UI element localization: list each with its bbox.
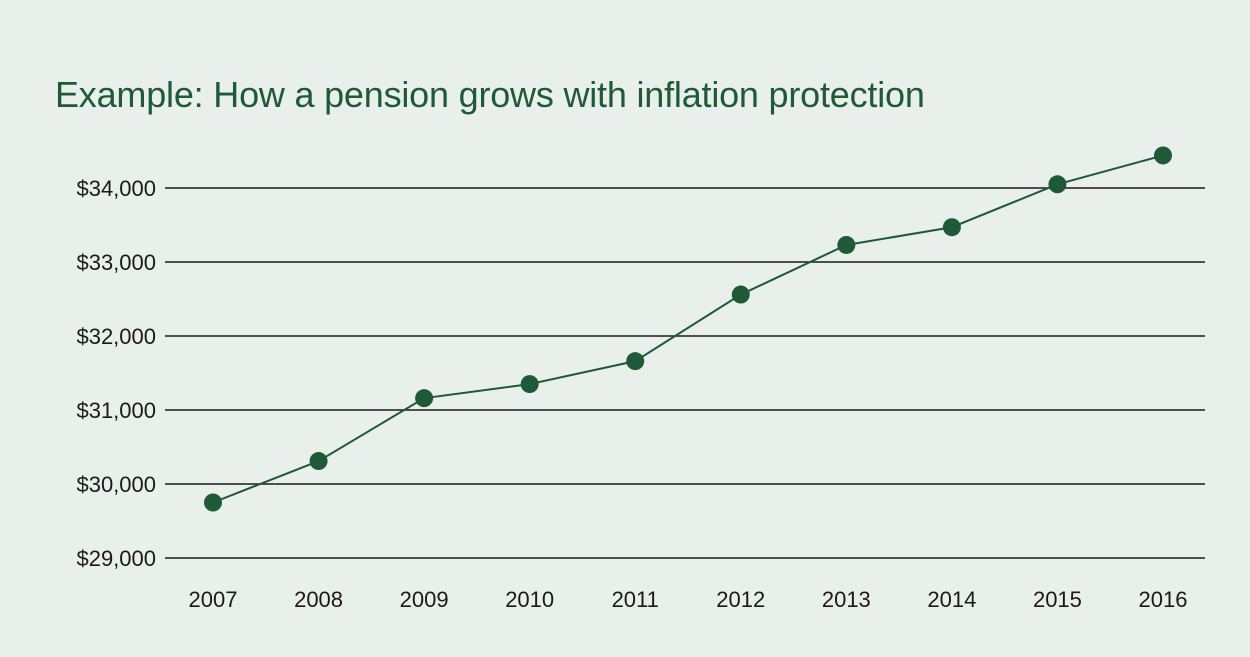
data-point bbox=[626, 352, 645, 371]
y-tick-label: $29,000 bbox=[76, 546, 156, 571]
data-point bbox=[415, 389, 434, 408]
x-tick-label: 2013 bbox=[822, 587, 871, 612]
series-points-group bbox=[204, 146, 1172, 512]
series-line-group bbox=[212, 154, 1164, 504]
x-axis-tick-labels: 2007 2008 2009 2010 2011 2012 2013 2014 2015 2016 bbox=[189, 587, 1188, 612]
y-tick-label: $30,000 bbox=[76, 472, 156, 497]
x-tick-label: 2008 bbox=[294, 587, 343, 612]
chart-title: Example: How a pension grows with inflat… bbox=[55, 74, 925, 115]
y-axis-tick-labels: $29,000 $30,000 $31,000 $32,000 $33,000 $34,0… bbox=[76, 176, 156, 571]
x-tick-label: 2015 bbox=[1033, 587, 1082, 612]
x-tick-label: 2012 bbox=[716, 587, 765, 612]
data-point bbox=[837, 235, 856, 254]
data-point bbox=[204, 493, 222, 512]
y-tick-label: $31,000 bbox=[76, 398, 156, 423]
y-tick-label: $33,000 bbox=[76, 250, 156, 275]
y-tick-label: $32,000 bbox=[76, 324, 156, 349]
x-tick-label: 2011 bbox=[612, 587, 659, 612]
x-tick-label: 2010 bbox=[505, 587, 554, 612]
y-tick-label: $34,000 bbox=[76, 176, 156, 201]
data-point bbox=[309, 452, 328, 471]
data-point bbox=[942, 218, 961, 237]
x-tick-label: 2016 bbox=[1139, 587, 1188, 612]
data-point bbox=[520, 375, 539, 394]
x-tick-label: 2014 bbox=[927, 587, 976, 612]
data-point bbox=[731, 285, 750, 304]
series-line bbox=[212, 154, 1164, 504]
x-tick-label: 2007 bbox=[189, 587, 238, 612]
data-point bbox=[1154, 146, 1172, 165]
grid-lines bbox=[165, 187, 1205, 559]
x-tick-label: 2009 bbox=[400, 587, 449, 612]
data-point bbox=[1048, 175, 1067, 194]
